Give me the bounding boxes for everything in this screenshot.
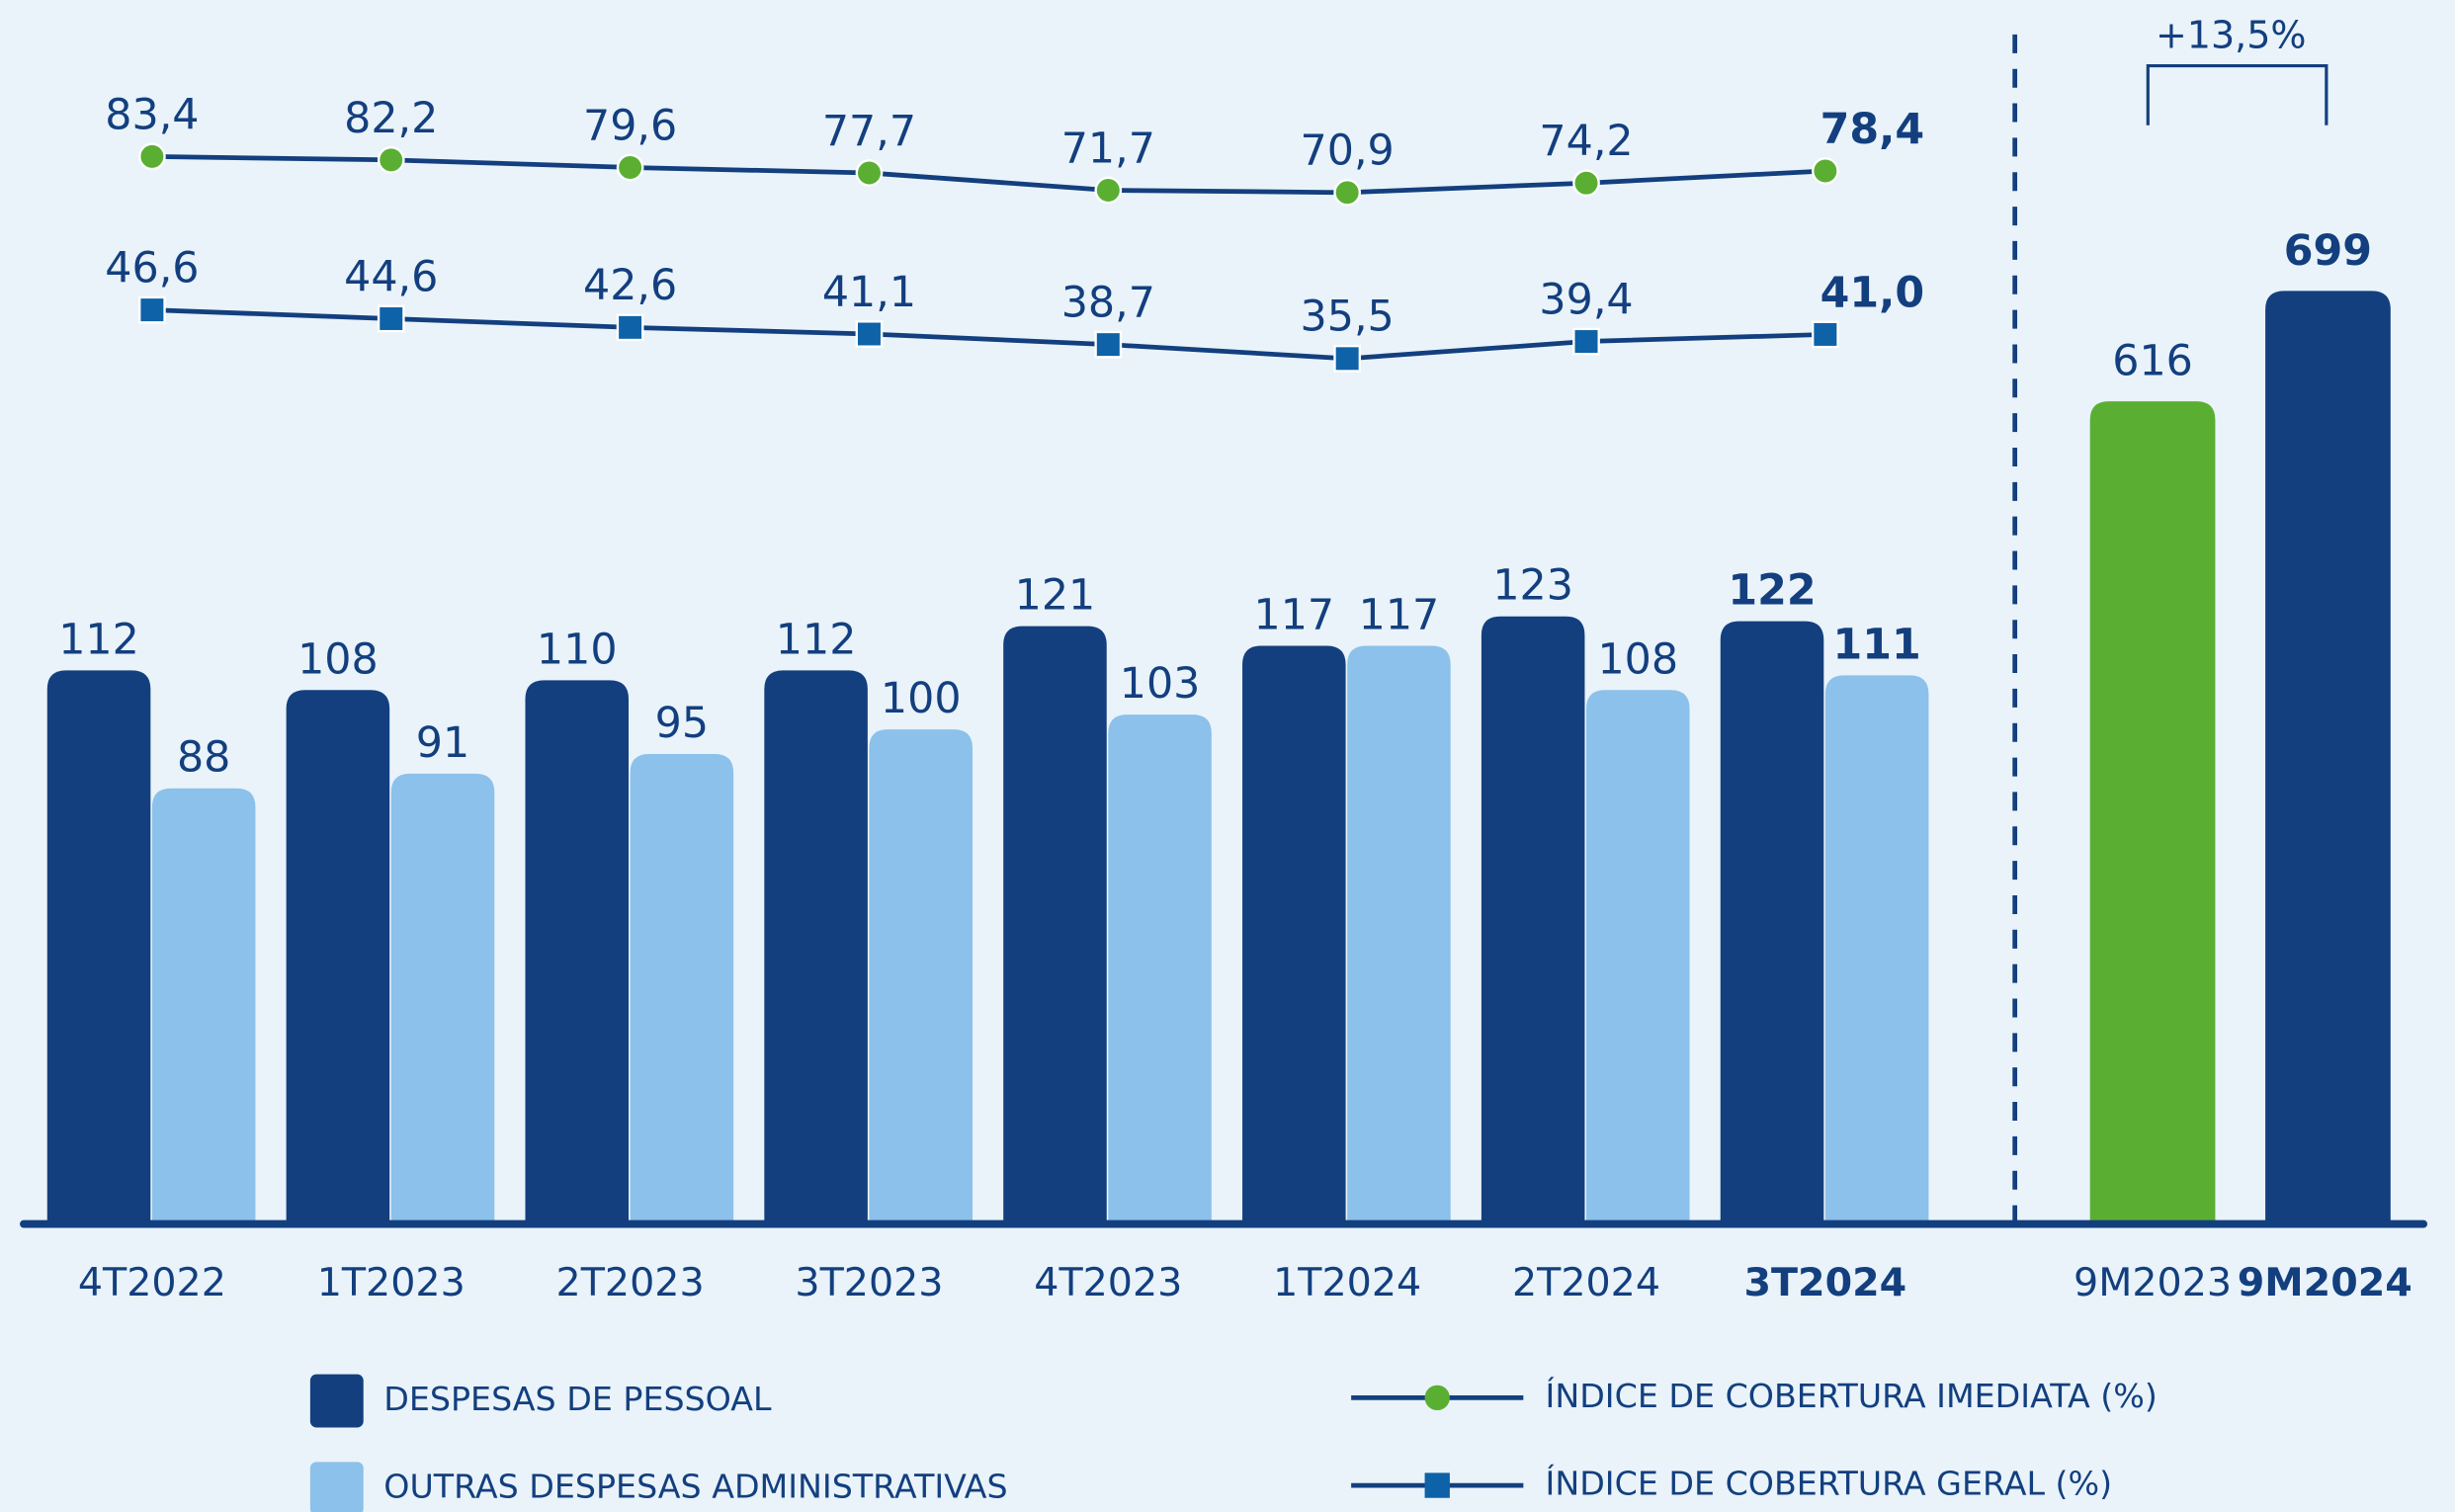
value-label: 82,2: [344, 94, 438, 143]
bar: [1242, 646, 1346, 1221]
annotation: +13,5%: [2156, 14, 2307, 57]
x-tick-label: 1T2023: [317, 1260, 466, 1305]
marker: [1573, 171, 1598, 196]
value-label: 74,2: [1539, 117, 1633, 166]
bar: [287, 690, 390, 1220]
x-tick-label: 9M2024: [2238, 1260, 2413, 1305]
bar: [1108, 714, 1212, 1220]
value-label: 35,5: [1301, 293, 1395, 342]
chart: +13,5% 112 108 110 112 121 117 123 122 88 91 95 100…: [0, 0, 2455, 1512]
bar: [1347, 646, 1451, 1221]
marker: [618, 155, 642, 180]
bar: [1721, 622, 1824, 1221]
legend-swatch: [310, 1375, 364, 1428]
x-tick-label: 3T2023: [795, 1260, 943, 1305]
bar: [2265, 291, 2391, 1220]
legend-label: ÍNDICE DE COBERTURA IMEDIATA (%): [1546, 1376, 2158, 1415]
legend-swatch: [310, 1462, 364, 1512]
legend-marker: [1425, 1472, 1450, 1497]
marker: [1334, 346, 1359, 371]
value-label: 112: [776, 615, 857, 664]
value-label: 41,1: [822, 268, 916, 317]
x-tick-label: 2T2023: [556, 1260, 705, 1305]
marker: [857, 321, 882, 346]
bar: [2090, 401, 2216, 1220]
x-tick-label: 2T2024: [1512, 1260, 1660, 1305]
bar: [764, 670, 868, 1220]
value-label: 91: [416, 718, 469, 768]
marker: [139, 297, 164, 322]
value-label: 78,4: [1820, 105, 1924, 154]
value-label: 108: [297, 634, 379, 684]
value-label: 83,4: [105, 90, 199, 139]
legend-label: DESPESAS DE PESSOAL: [383, 1380, 772, 1418]
marker: [857, 160, 882, 185]
value-label: 70,9: [1301, 126, 1395, 176]
value-label: 117: [1359, 591, 1440, 640]
value-label: 100: [881, 674, 962, 723]
value-label: 108: [1597, 634, 1678, 684]
bar: [47, 670, 151, 1220]
x-tick-label: 1T2024: [1273, 1260, 1421, 1305]
bar: [152, 789, 256, 1221]
x-tick-label: 4T2023: [1034, 1260, 1182, 1305]
bar: [525, 680, 629, 1220]
marker: [379, 147, 403, 172]
value-label: 103: [1120, 659, 1201, 709]
value-label: 38,7: [1061, 279, 1155, 328]
marker: [1334, 180, 1359, 205]
value-label: 44,6: [344, 252, 438, 301]
value-label: 117: [1254, 591, 1335, 640]
x-tick-label: 9M2023: [2074, 1260, 2232, 1305]
value-label: 42,6: [583, 261, 677, 310]
bar: [1825, 675, 1929, 1220]
value-label: 39,4: [1539, 275, 1633, 324]
bar: [869, 729, 973, 1220]
marker: [1813, 158, 1837, 183]
marker: [1813, 322, 1837, 347]
marker: [1096, 178, 1121, 203]
value-label: 41,0: [1820, 268, 1924, 317]
value-label: 121: [1015, 571, 1096, 621]
marker: [139, 144, 164, 169]
bar: [1003, 627, 1107, 1221]
legend-label: OUTRAS DESPESAS ADMINISTRATIVAS: [383, 1468, 1007, 1506]
value-label: 123: [1492, 561, 1573, 611]
marker: [1096, 332, 1121, 357]
x-tick-label: 4T2022: [78, 1260, 226, 1305]
value-label: 79,6: [583, 101, 677, 150]
marker: [1573, 329, 1598, 354]
bar: [1586, 690, 1690, 1220]
x-tick-label: 3T2024: [1744, 1260, 1907, 1305]
value-label: 71,7: [1061, 124, 1155, 173]
legend-marker: [1425, 1386, 1450, 1410]
value-label: 95: [655, 699, 709, 748]
value-label: 77,7: [822, 107, 916, 156]
value-label: 111: [1833, 620, 1921, 669]
value-label: 110: [537, 625, 618, 674]
value-label: 88: [177, 733, 230, 783]
bar: [631, 754, 734, 1220]
value-label: 122: [1728, 566, 1816, 616]
marker: [379, 306, 403, 331]
value-label: 112: [58, 615, 139, 664]
bar: [391, 774, 495, 1221]
legend-label: ÍNDICE DE COBERTURA GERAL (%): [1546, 1464, 2113, 1503]
marker: [618, 315, 642, 340]
value-label: 46,6: [105, 244, 199, 294]
value-label: 699: [2284, 226, 2372, 276]
value-label: 616: [2112, 337, 2193, 386]
bar: [1481, 617, 1585, 1221]
